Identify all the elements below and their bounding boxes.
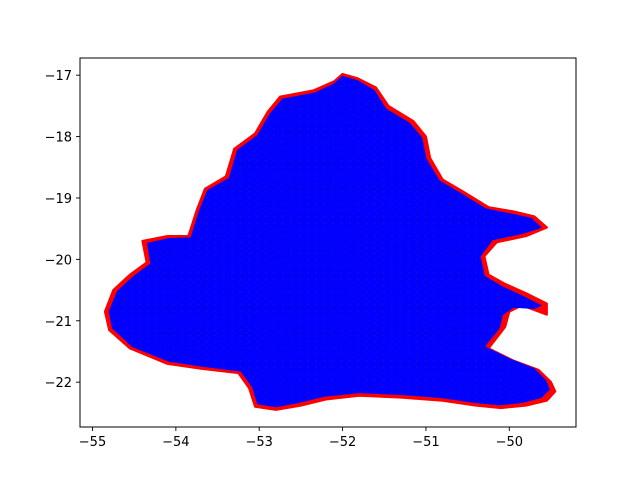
x-tick-label: −53 <box>246 435 273 450</box>
y-tick-label: −21 <box>45 315 72 330</box>
y-axis: −22 −21 −20 −19 −18 −17 <box>45 69 80 391</box>
x-axis: −55 −54 −53 −52 −51 −50 <box>79 427 523 450</box>
y-tick-label: −22 <box>45 376 72 391</box>
x-tick-label: −55 <box>79 435 106 450</box>
series-layer <box>103 72 557 411</box>
y-tick-label: −18 <box>45 131 72 146</box>
blue-point-cloud <box>108 75 550 408</box>
y-tick-label: −19 <box>45 192 72 207</box>
y-tick-label: −17 <box>45 69 72 84</box>
x-tick-label: −52 <box>329 435 356 450</box>
x-tick-label: −50 <box>496 435 523 450</box>
y-tick-label: −20 <box>45 253 72 268</box>
x-tick-label: −54 <box>162 435 189 450</box>
x-tick-label: −51 <box>412 435 439 450</box>
axes-frame <box>79 57 577 428</box>
